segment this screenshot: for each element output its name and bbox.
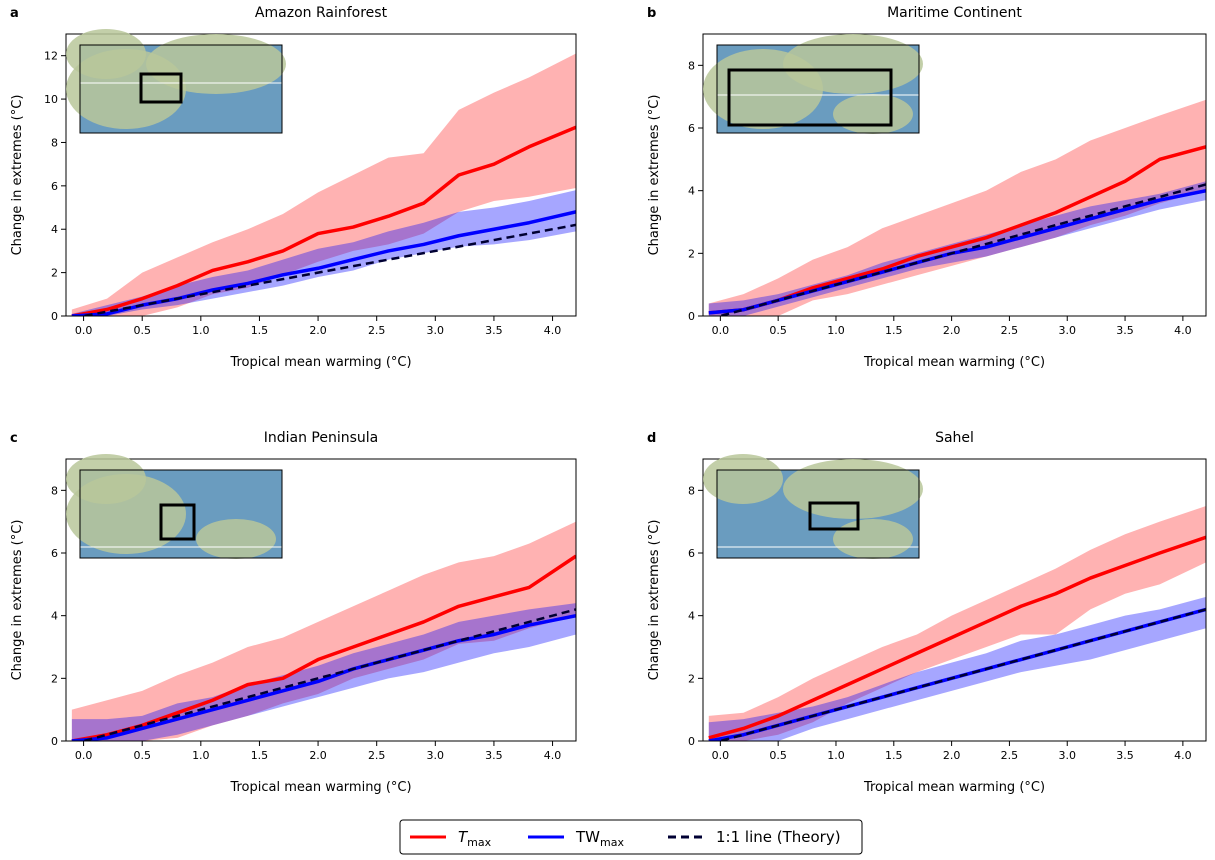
y-tick-label: 2 xyxy=(51,267,58,280)
x-axis-label: Tropical mean warming (°C) xyxy=(863,355,1045,370)
x-tick-label: 3.5 xyxy=(1116,324,1134,337)
x-tick-label: 0.5 xyxy=(133,324,151,337)
y-tick-label: 8 xyxy=(51,484,58,497)
x-tick-label: 1.5 xyxy=(885,749,903,762)
x-tick-label: 4.0 xyxy=(1174,324,1192,337)
y-tick-label: 2 xyxy=(51,672,58,685)
legend-name: TW xyxy=(575,828,600,846)
x-tick-label: 1.0 xyxy=(192,324,210,337)
y-tick-label: 0 xyxy=(51,310,58,323)
inset-land xyxy=(833,519,913,559)
x-tick-label: 2.5 xyxy=(1001,749,1019,762)
x-tick-label: 0.0 xyxy=(712,324,730,337)
x-tick-label: 2.0 xyxy=(309,324,327,337)
panel-label: b xyxy=(647,6,656,21)
inset-land xyxy=(146,34,286,94)
x-axis-label: Tropical mean warming (°C) xyxy=(229,355,411,370)
inset-land xyxy=(833,94,913,134)
y-tick-label: 6 xyxy=(51,180,58,193)
y-tick-label: 2 xyxy=(688,247,695,260)
chart-title: Maritime Continent xyxy=(887,5,1022,21)
panel-label: a xyxy=(10,6,19,21)
y-tick-label: 12 xyxy=(44,50,58,63)
panel-label: d xyxy=(647,431,656,446)
x-tick-label: 3.5 xyxy=(485,749,503,762)
x-tick-label: 0.0 xyxy=(712,749,730,762)
x-axis-label: Tropical mean warming (°C) xyxy=(229,780,411,795)
x-tick-label: 2.0 xyxy=(309,749,327,762)
legend-subscript: max xyxy=(600,836,624,849)
y-tick-label: 8 xyxy=(688,59,695,72)
x-tick-label: 0.5 xyxy=(769,324,787,337)
chart-title: Indian Peninsula xyxy=(264,430,379,446)
x-tick-label: 2.0 xyxy=(943,749,961,762)
inset-map xyxy=(703,454,923,559)
x-tick-label: 2.5 xyxy=(368,749,386,762)
y-axis-label: Change in extremes (°C) xyxy=(647,520,662,681)
x-tick-label: 3.5 xyxy=(1116,749,1134,762)
y-axis-label: Change in extremes (°C) xyxy=(10,520,25,681)
y-tick-label: 10 xyxy=(44,93,58,106)
y-tick-label: 4 xyxy=(51,610,58,623)
y-tick-label: 8 xyxy=(688,484,695,497)
y-tick-label: 4 xyxy=(688,185,695,198)
legend-subscript: max xyxy=(467,836,491,849)
x-tick-label: 3.0 xyxy=(427,324,445,337)
x-tick-label: 1.5 xyxy=(885,324,903,337)
inset-map xyxy=(66,29,286,133)
y-tick-label: 8 xyxy=(51,136,58,149)
inset-land xyxy=(703,454,783,504)
x-tick-label: 3.0 xyxy=(1058,749,1076,762)
x-tick-label: 2.5 xyxy=(1001,324,1019,337)
inset-land xyxy=(66,454,146,504)
y-tick-label: 6 xyxy=(51,547,58,560)
y-tick-label: 0 xyxy=(688,310,695,323)
y-tick-label: 4 xyxy=(688,610,695,623)
x-tick-label: 4.0 xyxy=(544,749,562,762)
x-tick-label: 1.0 xyxy=(827,749,845,762)
x-tick-label: 1.5 xyxy=(251,324,269,337)
x-axis-label: Tropical mean warming (°C) xyxy=(863,780,1045,795)
legend-label: 1:1 line (Theory) xyxy=(716,828,841,846)
x-tick-label: 3.0 xyxy=(1058,324,1076,337)
inset-map xyxy=(703,34,923,134)
y-tick-label: 0 xyxy=(688,735,695,748)
chart-title: Sahel xyxy=(935,430,974,446)
y-tick-label: 6 xyxy=(688,547,695,560)
x-tick-label: 1.0 xyxy=(827,324,845,337)
x-tick-label: 1.0 xyxy=(192,749,210,762)
x-tick-label: 4.0 xyxy=(1174,749,1192,762)
x-tick-label: 3.5 xyxy=(485,324,503,337)
figure: a Amazon Rainforest Tropical mean warming … xyxy=(0,0,1215,856)
x-tick-label: 0.0 xyxy=(75,749,93,762)
x-tick-label: 4.0 xyxy=(544,324,562,337)
x-tick-label: 0.5 xyxy=(769,749,787,762)
chart-title: Amazon Rainforest xyxy=(255,5,388,21)
y-tick-label: 0 xyxy=(51,735,58,748)
y-tick-label: 4 xyxy=(51,223,58,236)
x-tick-label: 3.0 xyxy=(427,749,445,762)
x-tick-label: 2.5 xyxy=(368,324,386,337)
inset-land xyxy=(196,519,276,559)
y-axis-label: Change in extremes (°C) xyxy=(10,95,25,256)
legend-name: 1:1 line (Theory) xyxy=(716,828,841,846)
x-tick-label: 0.5 xyxy=(133,749,151,762)
x-tick-label: 2.0 xyxy=(943,324,961,337)
inset-land xyxy=(783,34,923,94)
y-axis-label: Change in extremes (°C) xyxy=(647,95,662,256)
y-tick-label: 2 xyxy=(688,672,695,685)
inset-land xyxy=(783,459,923,519)
y-tick-label: 6 xyxy=(688,122,695,135)
x-tick-label: 0.0 xyxy=(75,324,93,337)
inset-land xyxy=(66,29,146,79)
x-tick-label: 1.5 xyxy=(251,749,269,762)
panel-label: c xyxy=(10,431,18,446)
inset-map xyxy=(66,454,282,559)
